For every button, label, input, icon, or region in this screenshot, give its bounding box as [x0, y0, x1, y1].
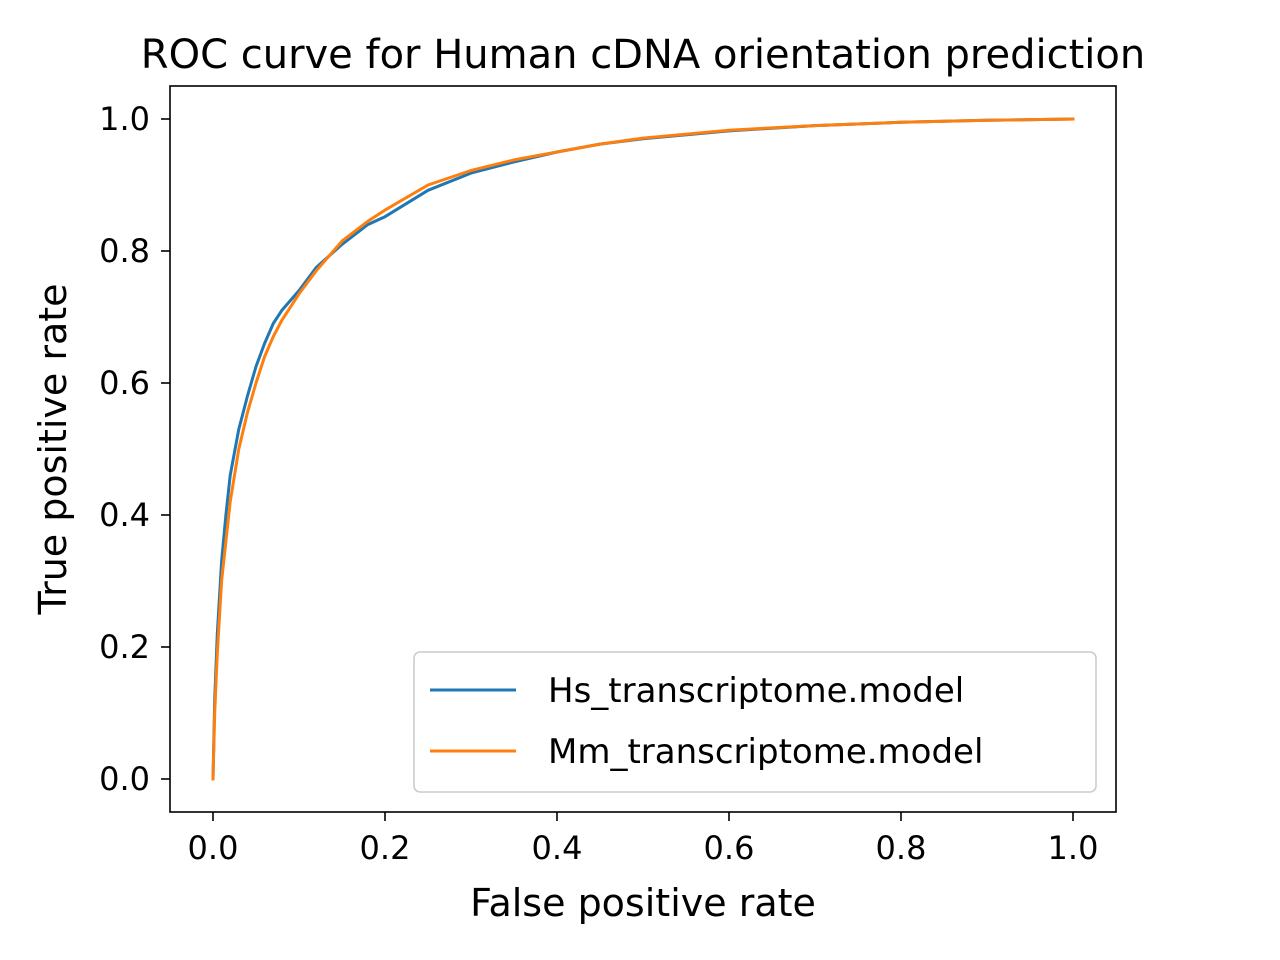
- chart-title: ROC curve for Human cDNA orientation pre…: [141, 32, 1145, 78]
- legend-label: Hs_transcriptome.model: [548, 671, 964, 711]
- y-tick-label: 0.8: [99, 232, 150, 270]
- x-tick-label: 0.2: [360, 829, 411, 867]
- legend-box: [413, 651, 1097, 793]
- y-tick-label: 0.4: [99, 496, 150, 534]
- series-line-2: [211, 117, 1075, 781]
- series-layer: [211, 117, 1075, 781]
- x-tick-label: 0.4: [532, 829, 583, 867]
- x-tick-label: 0.0: [188, 829, 239, 867]
- y-tick-label: 0.2: [99, 628, 150, 666]
- x-tick-label: 0.8: [876, 829, 927, 867]
- legend-label: Mm_transcriptome.model: [548, 732, 983, 772]
- legend: Hs_transcriptome.model Mm_transcriptome.m…: [413, 651, 1097, 793]
- y-axis-label: True positive rate: [31, 283, 75, 615]
- y-tick-label: 0.0: [99, 760, 150, 798]
- x-axis-ticks: 0.0 0.2 0.4 0.6 0.8 1.0: [188, 812, 1099, 867]
- y-axis-ticks: 0.0 0.2 0.4 0.6 0.8 1.0: [99, 100, 170, 798]
- y-tick-label: 0.6: [99, 364, 150, 402]
- x-tick-label: 1.0: [1048, 829, 1099, 867]
- y-tick-label: 1.0: [99, 100, 150, 138]
- x-axis-label: False positive rate: [470, 881, 816, 925]
- x-tick-label: 0.6: [704, 829, 755, 867]
